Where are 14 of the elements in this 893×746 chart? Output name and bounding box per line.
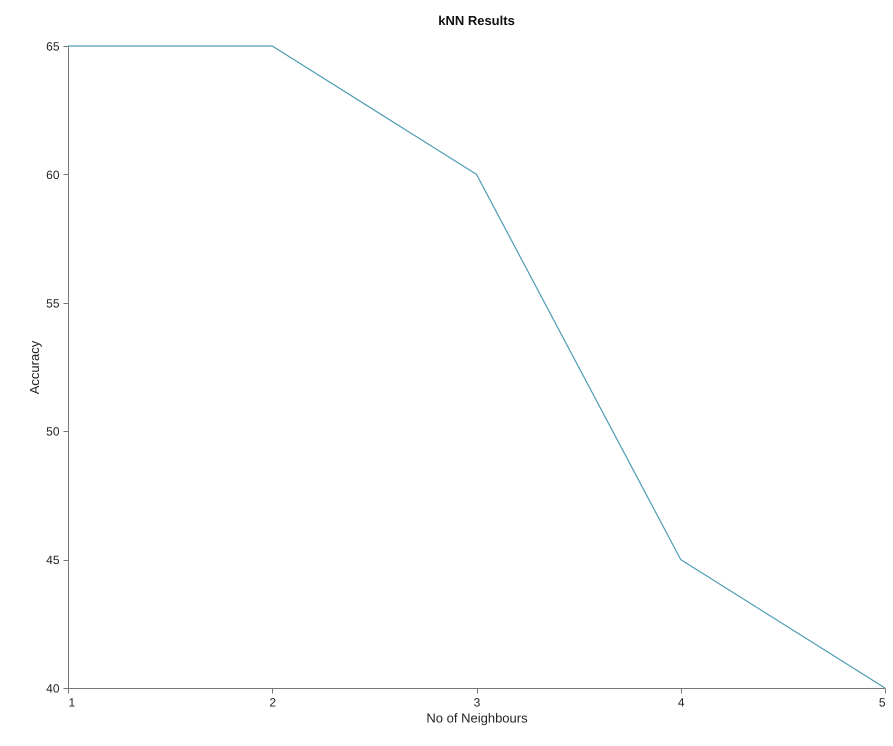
x-tick-label: 4 <box>678 696 685 710</box>
y-tick-label: 55 <box>46 296 60 310</box>
y-tick-label: 65 <box>46 40 60 54</box>
y-axis-title: Accuracy <box>27 340 42 394</box>
chart-title: kNN Results <box>438 13 515 28</box>
x-axis-title: No of Neighbours <box>426 710 528 726</box>
y-tick-label: 40 <box>46 682 60 696</box>
y-tick-label: 50 <box>46 424 60 439</box>
x-tick-label: 1 <box>68 696 76 710</box>
y-tick-label: 45 <box>46 553 60 568</box>
y-tick-label: 60 <box>46 168 60 182</box>
x-tick-label: 3 <box>474 696 481 710</box>
x-tick-label: 2 <box>269 696 276 710</box>
x-tick-label: 5 <box>878 696 886 710</box>
